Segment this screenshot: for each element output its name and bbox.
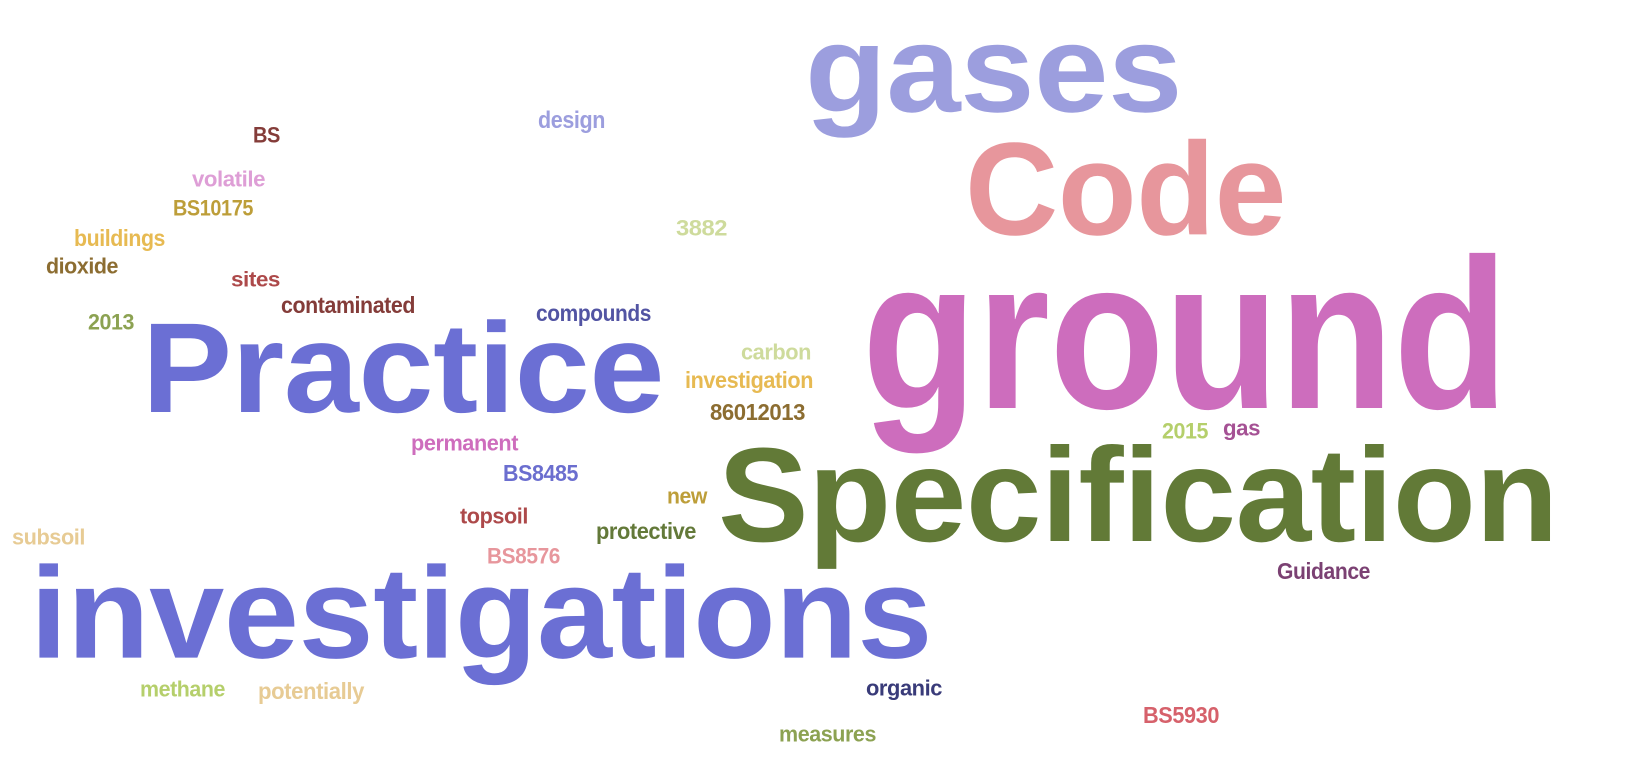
word-dioxide: dioxide: [46, 254, 118, 279]
word-86012013: 86012013: [710, 399, 805, 426]
word-bs8576: BS8576: [487, 544, 560, 569]
word-sites: sites: [231, 268, 280, 292]
word-bs10175: BS10175: [173, 196, 253, 221]
word-compounds: compounds: [536, 300, 651, 327]
word-practice: Practice: [142, 297, 664, 440]
word-bs8485: BS8485: [503, 460, 578, 487]
word-organic: organic: [866, 676, 942, 701]
word-permanent: permanent: [411, 431, 518, 456]
word-volatile: volatile: [192, 167, 265, 192]
word-ground: ground: [862, 214, 1508, 455]
word-code: Code: [965, 116, 1286, 264]
word-protective: protective: [596, 518, 696, 545]
word-bs5930: BS5930: [1143, 702, 1219, 729]
word-methane: methane: [140, 677, 225, 702]
word-new: new: [667, 484, 707, 509]
word-buildings: buildings: [74, 225, 165, 252]
word-subsoil: subsoil: [12, 525, 85, 550]
word-2015: 2015: [1162, 419, 1208, 444]
word-guidance: Guidance: [1277, 558, 1370, 585]
word-gas: gas: [1223, 416, 1260, 441]
word-design: design: [538, 106, 605, 134]
word-2013: 2013: [88, 310, 134, 335]
word-measures: measures: [779, 722, 876, 747]
word-investigations: investigations: [30, 540, 932, 686]
word-bs: BS: [253, 123, 280, 148]
word-carbon: carbon: [741, 340, 811, 365]
word-specification: Specification: [718, 419, 1558, 570]
word-3882: 3882: [676, 216, 727, 241]
word-contaminated: contaminated: [281, 292, 415, 319]
word-potentially: potentially: [258, 678, 364, 705]
word-topsoil: topsoil: [460, 504, 528, 529]
word-investigation: investigation: [685, 367, 813, 394]
word-gases: gases: [805, 0, 1182, 139]
